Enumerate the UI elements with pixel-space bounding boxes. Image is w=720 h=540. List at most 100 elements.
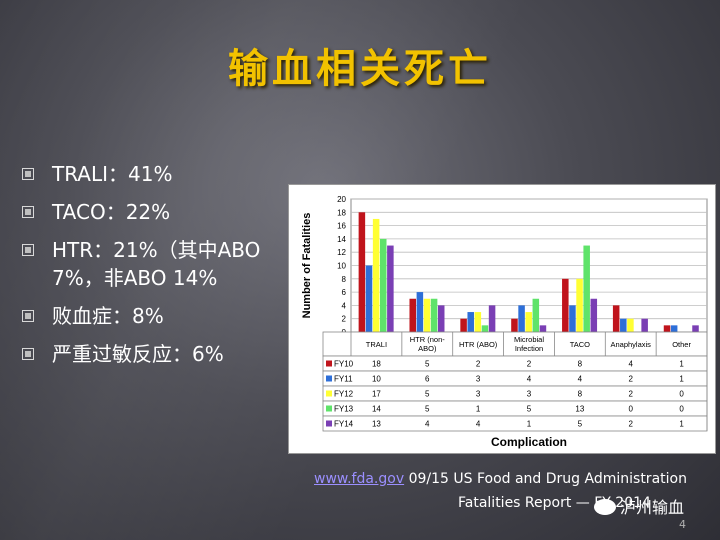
bar-fy11	[670, 325, 678, 332]
table-cell-value: 13	[575, 405, 584, 414]
bar-fy12	[627, 318, 634, 332]
square-bullet-icon	[22, 310, 34, 322]
watermark: 泸州输血	[594, 494, 684, 518]
bar-fy14	[590, 298, 598, 332]
bar-fy13	[583, 245, 590, 332]
category-label: TACO	[570, 340, 590, 349]
category-label: ABO)	[418, 344, 437, 353]
table-cell-value: 2	[628, 390, 633, 399]
y-tick-label: 16	[337, 222, 346, 231]
table-cell-value: 5	[425, 405, 430, 414]
table-cell-value: 5	[578, 420, 583, 429]
table-cell-value: 17	[372, 390, 381, 399]
table-cell-value: 1	[679, 420, 684, 429]
bar-fy10	[511, 318, 518, 332]
table-cell-value: 4	[425, 420, 430, 429]
bullet-text: 败血症：8%	[52, 304, 164, 328]
table-cell-value: 13	[372, 420, 381, 429]
bullet-text: TACO：22%	[52, 200, 171, 224]
y-tick-label: 10	[337, 262, 346, 271]
category-label: Other	[672, 340, 691, 349]
bar-fy12	[423, 298, 431, 332]
category-label: Anaphylaxis	[610, 340, 651, 349]
table-cell-value: 1	[476, 405, 481, 414]
table-cell-value: 4	[628, 360, 633, 369]
table-cell-value: 1	[527, 420, 532, 429]
table-cell-value: 4	[578, 375, 583, 384]
y-tick-label: 20	[337, 195, 346, 204]
table-cell-value: 1	[679, 375, 684, 384]
bullet-item: TACO：22%	[22, 198, 287, 226]
source-line-1: US Food and Drug Administration	[453, 471, 687, 487]
legend-swatch	[326, 405, 332, 412]
table-cell-value: 5	[425, 390, 430, 399]
source-date: 09/15	[408, 471, 449, 487]
table-cell-value: 3	[476, 390, 481, 399]
table-cell-value: 6	[425, 375, 430, 384]
bar-fy13	[379, 238, 387, 332]
y-axis-label: Number of Fatalities	[301, 213, 313, 319]
y-tick-label: 4	[342, 301, 347, 310]
table-cell-value: 18	[372, 360, 381, 369]
bar-fy12	[474, 312, 482, 332]
y-tick-label: 12	[337, 248, 346, 257]
bullet-item: TRALI：41%	[22, 160, 287, 188]
y-tick-label: 6	[342, 288, 347, 297]
bullet-item: 败血症：8%	[22, 302, 287, 330]
bar-fy11	[518, 305, 525, 332]
bar-fy11	[365, 265, 373, 332]
y-tick-label: 14	[337, 235, 346, 244]
bar-fy12	[525, 312, 532, 332]
bullet-list: TRALI：41% TACO：22% HTR：21%（其中ABO 7%，非ABO…	[22, 160, 287, 378]
table-cell-value: 0	[628, 405, 633, 414]
wechat-icon	[594, 499, 616, 515]
bar-fy12	[576, 278, 583, 332]
legend-swatch	[326, 420, 332, 427]
bar-fy10	[663, 325, 671, 332]
table-cell-value: 2	[628, 375, 633, 384]
table-cell-value: 1	[679, 360, 684, 369]
y-tick-label: 2	[342, 315, 347, 324]
bullet-text: 严重过敏反应：6%	[52, 342, 224, 366]
category-label: HTR (non-	[410, 335, 446, 344]
fda-link[interactable]: www.fda.gov	[314, 471, 405, 487]
x-axis-label: Complication	[491, 435, 567, 449]
fatalities-chart: 02468101214161820Number of FatalitiesTRA…	[301, 195, 708, 449]
bar-fy13	[481, 325, 489, 332]
bar-fy11	[620, 318, 627, 332]
bar-fy10	[358, 212, 366, 332]
bar-fy13	[532, 298, 540, 332]
bar-fy13	[430, 298, 438, 332]
watermark-text: 泸州输血	[620, 498, 685, 517]
legend-swatch	[326, 375, 332, 382]
bar-fy14	[641, 318, 648, 332]
bar-fy10	[612, 305, 620, 332]
bar-fy10	[562, 278, 569, 332]
table-cell-value: 5	[425, 360, 430, 369]
table-cell-value: 4	[476, 420, 481, 429]
slide-title: 输血相关死亡	[228, 46, 492, 92]
legend-label: FY10	[334, 360, 354, 369]
bar-fy11	[416, 292, 424, 332]
bar-fy10	[409, 298, 417, 332]
legend-label: FY12	[334, 390, 354, 399]
table-cell-value: 3	[527, 390, 532, 399]
legend-label: FY13	[334, 405, 354, 414]
bar-fy14	[387, 245, 394, 332]
legend-label: FY14	[334, 420, 354, 429]
table-cell-value: 8	[578, 360, 583, 369]
bar-fy11	[569, 305, 576, 332]
page-number: 4	[679, 518, 686, 531]
bar-fy14	[437, 305, 445, 332]
table-cell-value: 8	[578, 390, 583, 399]
bar-fy10	[460, 318, 467, 332]
bar-fy11	[467, 312, 474, 332]
table-cell-value: 10	[372, 375, 381, 384]
bullet-text: HTR：21%（其中ABO 7%，非ABO 14%	[52, 238, 261, 290]
y-tick-label: 18	[337, 208, 346, 217]
bar-fy12	[372, 218, 380, 332]
square-bullet-icon	[22, 206, 34, 218]
bar-fy14	[539, 325, 547, 332]
legend-swatch	[326, 360, 332, 367]
